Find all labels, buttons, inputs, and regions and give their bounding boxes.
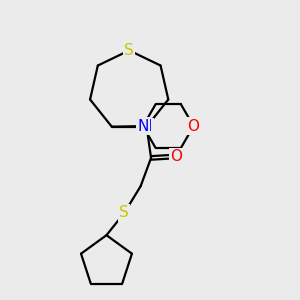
Text: O: O — [170, 149, 182, 164]
Text: S: S — [124, 43, 134, 58]
Text: N: N — [141, 119, 152, 134]
Text: N: N — [137, 118, 149, 134]
Text: S: S — [119, 206, 129, 220]
Text: O: O — [188, 118, 200, 134]
